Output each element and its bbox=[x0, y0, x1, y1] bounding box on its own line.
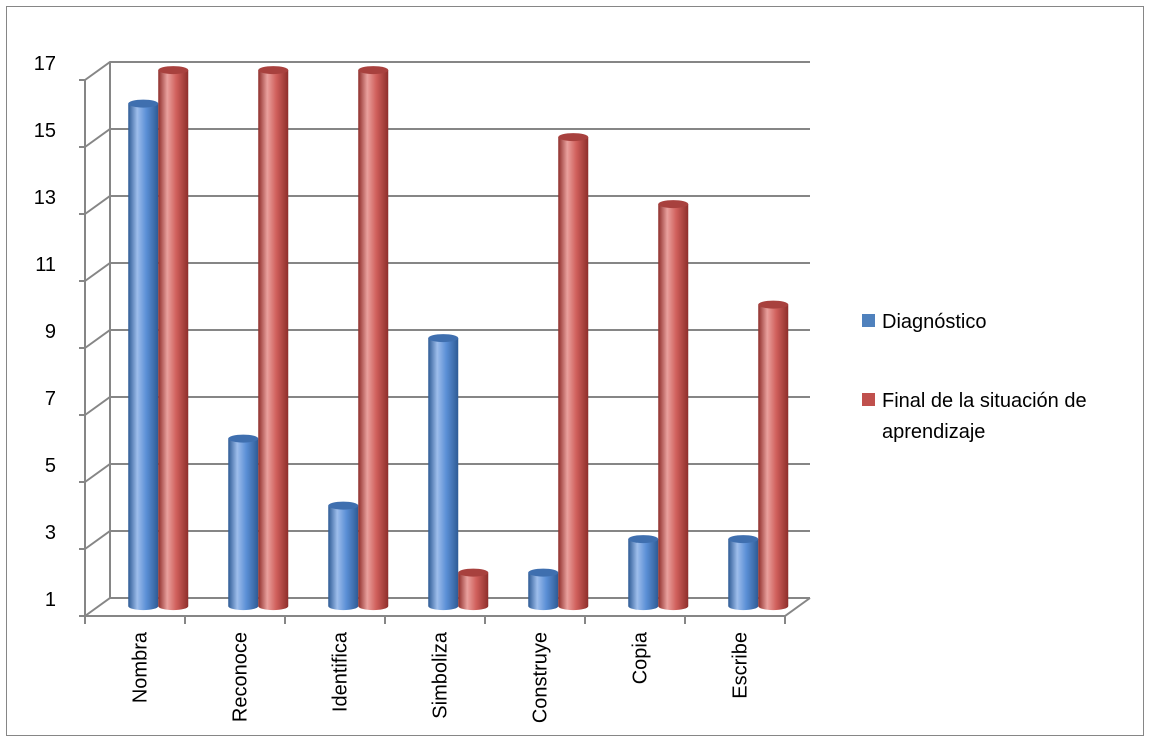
bar bbox=[428, 334, 459, 611]
bar bbox=[328, 501, 359, 611]
gridline bbox=[84, 61, 810, 81]
axis-lines bbox=[79, 62, 811, 624]
x-tick-label: Simboliza bbox=[429, 631, 451, 719]
x-tick-label: Nombra bbox=[129, 631, 151, 703]
gridline bbox=[84, 128, 810, 148]
bar bbox=[758, 300, 789, 611]
bar bbox=[458, 568, 489, 611]
bar bbox=[728, 535, 759, 611]
bar bbox=[358, 66, 389, 611]
gridline bbox=[84, 262, 810, 282]
bar bbox=[628, 535, 659, 611]
gridline bbox=[84, 195, 810, 215]
x-tick-label: Copia bbox=[629, 631, 651, 684]
y-tick-label: 15 bbox=[34, 120, 56, 142]
y-tick-label: 11 bbox=[35, 254, 56, 276]
x-tick-label: Escribe bbox=[729, 632, 751, 699]
legend-swatch bbox=[862, 314, 875, 327]
legend-swatch bbox=[862, 393, 875, 406]
bar bbox=[658, 200, 689, 611]
y-tick-label: 7 bbox=[45, 388, 56, 410]
x-tick-label: Construye bbox=[529, 632, 551, 723]
y-tick-label: 1 bbox=[45, 589, 56, 611]
legend-label: Final de la situación de aprendizaje bbox=[882, 390, 1087, 443]
bar bbox=[228, 434, 259, 611]
legend: Diagnóstico Final de la situación de apren… bbox=[862, 311, 1087, 443]
bars bbox=[128, 66, 789, 611]
y-tick-label: 5 bbox=[45, 455, 56, 477]
bar bbox=[258, 66, 289, 611]
y-tick-label: 3 bbox=[45, 522, 56, 544]
x-tick-label: Reconoce bbox=[229, 632, 251, 722]
bar bbox=[558, 133, 589, 611]
y-tick-label: 9 bbox=[45, 321, 56, 343]
bar bbox=[128, 99, 159, 611]
legend-label: Diagnóstico bbox=[882, 311, 987, 333]
x-tick-label: Identifica bbox=[329, 631, 351, 712]
y-tick-label: 17 bbox=[34, 53, 56, 75]
x-axis-tick-labels: Nombra Reconoce Identifica Simboliza Constru… bbox=[129, 631, 751, 723]
bar bbox=[158, 66, 189, 611]
bar bbox=[528, 568, 559, 611]
y-tick-label: 13 bbox=[34, 187, 56, 209]
